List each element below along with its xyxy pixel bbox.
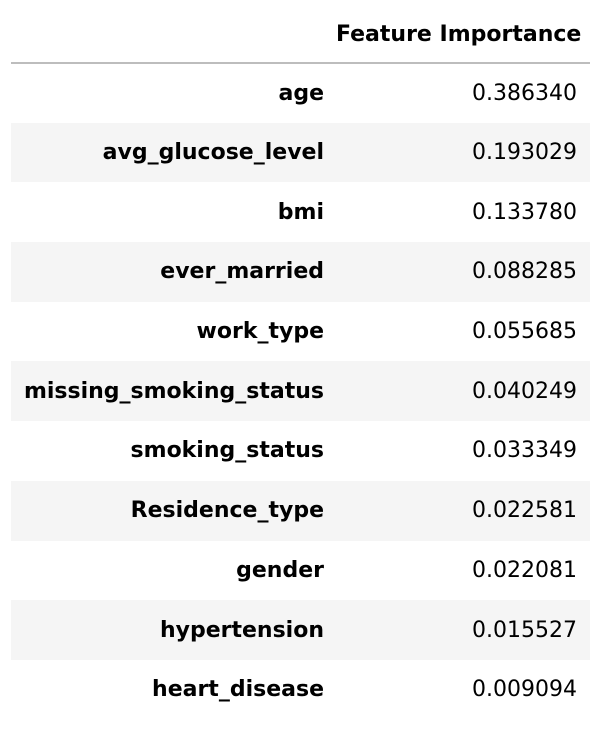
row-label: Residence_type bbox=[130, 498, 324, 524]
row-value: 0.055685 bbox=[472, 319, 577, 345]
row-value: 0.015527 bbox=[472, 617, 577, 643]
row-value: 0.386340 bbox=[472, 80, 577, 106]
row-label: ever_married bbox=[160, 259, 324, 285]
row-label: heart_disease bbox=[152, 677, 324, 703]
table-row: gender 0.022081 bbox=[11, 541, 590, 601]
table-row: smoking_status 0.033349 bbox=[11, 421, 590, 481]
table-row: age 0.386340 bbox=[11, 63, 590, 123]
row-value: 0.040249 bbox=[472, 378, 577, 404]
header-row: Feature Importance bbox=[11, 6, 590, 64]
table-body: age 0.386340 avg_glucose_level 0.193029 … bbox=[11, 63, 590, 720]
row-label: missing_smoking_status bbox=[23, 378, 324, 404]
feature-importance-table: Feature Importance age 0.386340 avg_gluc… bbox=[11, 6, 590, 720]
row-label: work_type bbox=[196, 319, 324, 345]
row-value: 0.022081 bbox=[472, 557, 577, 583]
row-label: smoking_status bbox=[130, 438, 324, 464]
row-value: 0.088285 bbox=[472, 259, 577, 285]
row-label: hypertension bbox=[159, 617, 324, 643]
row-value: 0.009094 bbox=[472, 677, 577, 703]
row-label: gender bbox=[236, 557, 324, 583]
table-row: bmi 0.133780 bbox=[11, 182, 590, 242]
index-header bbox=[11, 6, 324, 64]
table-row: ever_married 0.088285 bbox=[11, 242, 590, 302]
row-label: avg_glucose_level bbox=[102, 140, 324, 166]
table-header: Feature Importance bbox=[11, 6, 590, 64]
table-row: missing_smoking_status 0.040249 bbox=[11, 361, 590, 422]
row-label: bmi bbox=[277, 199, 324, 225]
column-header-feature-importance: Feature Importance bbox=[324, 6, 590, 64]
table-row: work_type 0.055685 bbox=[11, 302, 590, 362]
row-value: 0.033349 bbox=[472, 438, 577, 464]
row-value: 0.022581 bbox=[472, 498, 577, 524]
table-row: avg_glucose_level 0.193029 bbox=[11, 122, 590, 183]
row-value: 0.133780 bbox=[472, 199, 577, 225]
row-label: age bbox=[278, 80, 324, 106]
table-row: heart_disease 0.009094 bbox=[11, 660, 590, 720]
table-row: hypertension 0.015527 bbox=[11, 600, 590, 660]
table-row: Residence_type 0.022581 bbox=[11, 480, 590, 541]
row-value: 0.193029 bbox=[472, 140, 577, 166]
